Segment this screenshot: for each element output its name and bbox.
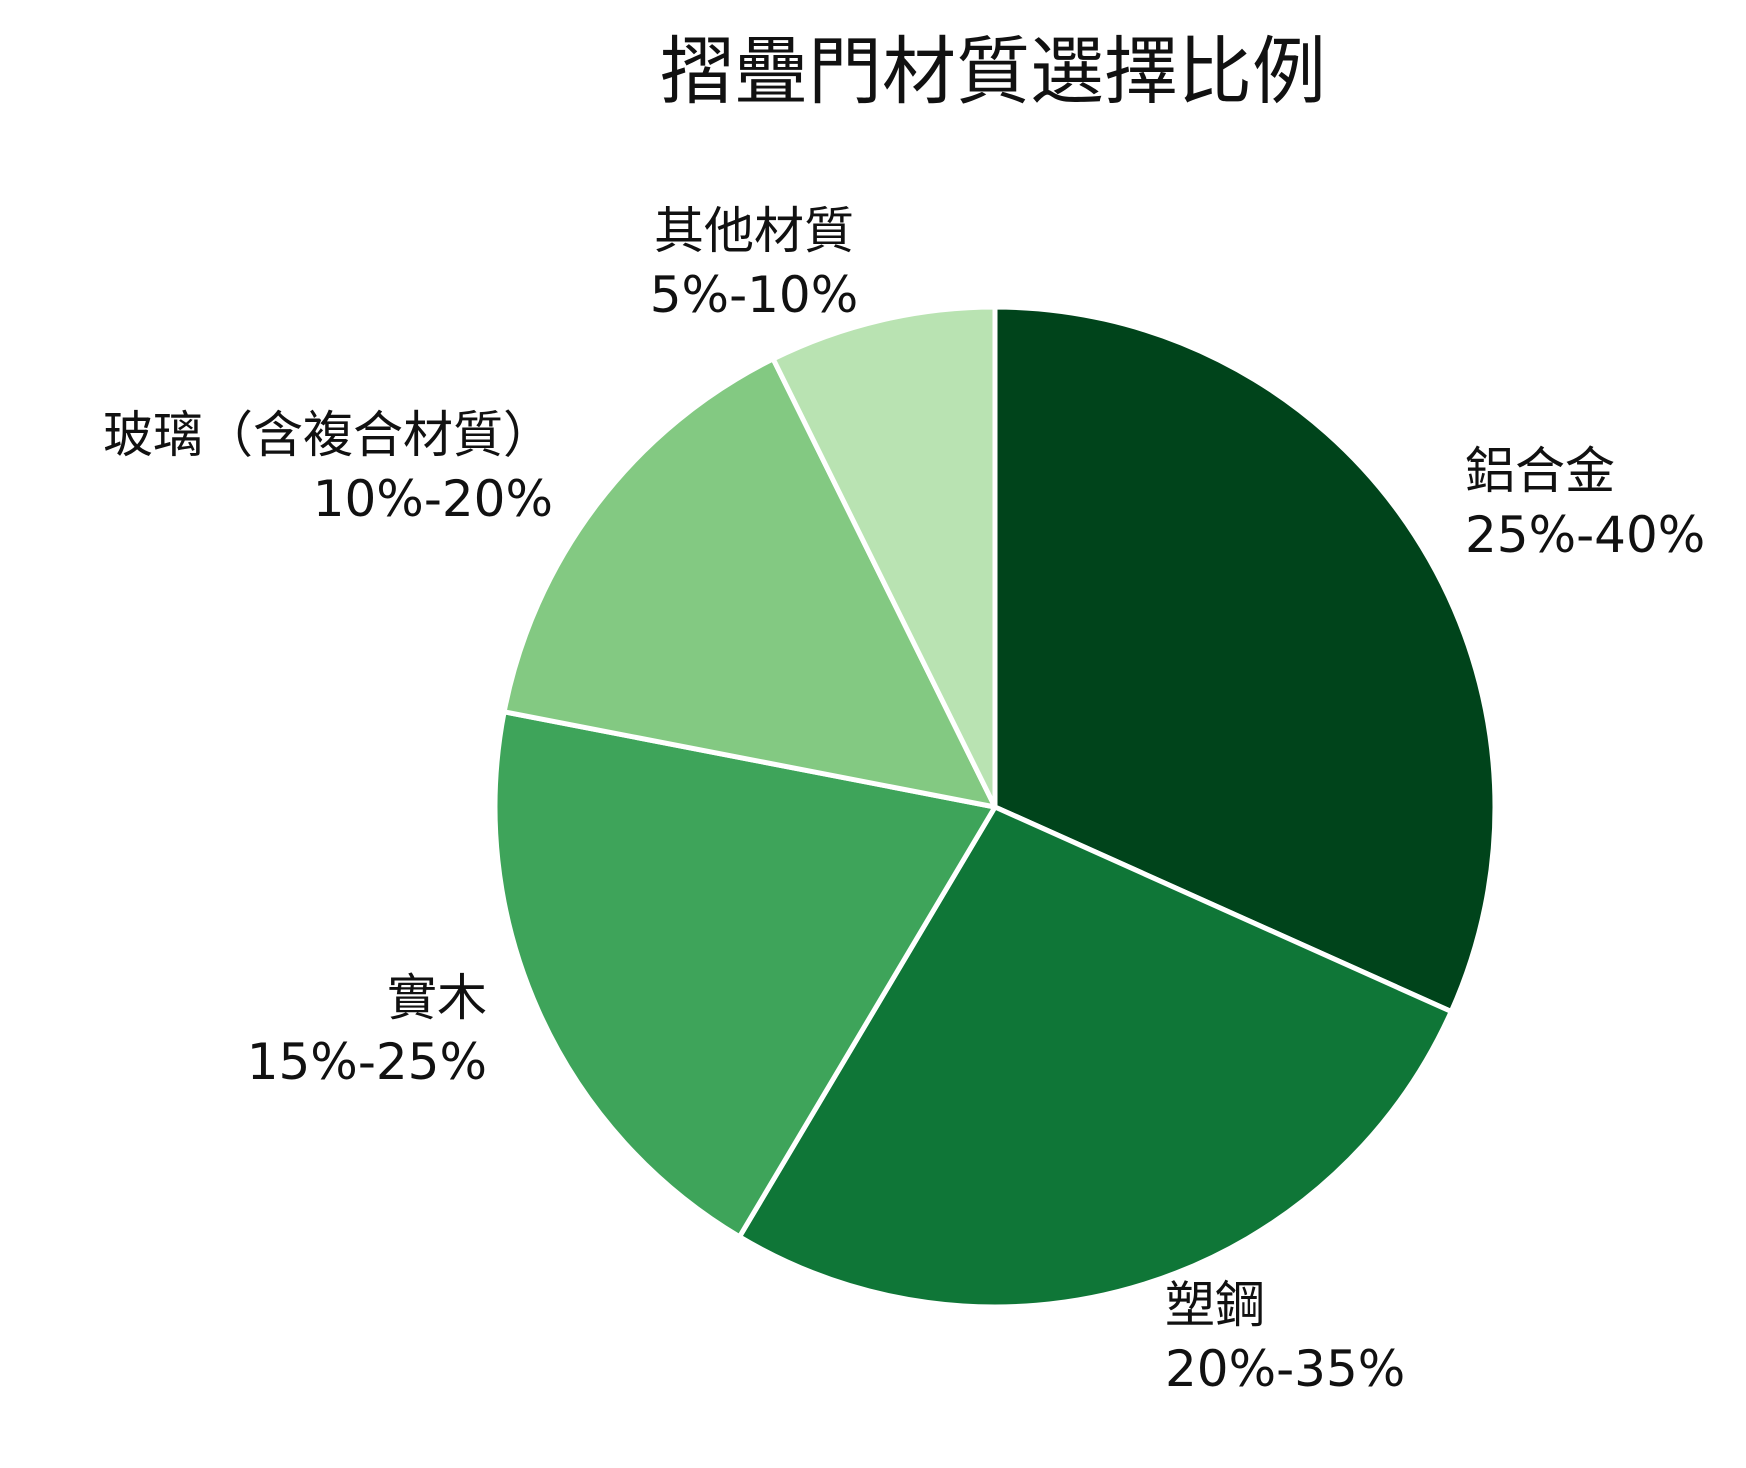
pie-slice [492,709,998,1240]
pie-labels: 鋁合金 25%-40% 塑鋼 20%-35% 實木 15%-25% 玻璃（含複合材質） 10%… [103,202,1705,1398]
slice-label-range: 20%-35% [1165,1340,1405,1398]
slice-label: 實木 15%-25% [247,969,487,1091]
pie-slice [736,804,1454,1310]
slice-label: 鋁合金 25%-40% [1465,442,1705,564]
chart-title: 摺疊門材質選擇比例 [660,29,1326,115]
slice-label-name: 玻璃（含複合材質） [103,406,553,464]
slice-label-range: 10%-20% [313,470,553,528]
slice-label: 玻璃（含複合材質） 10%-20% [103,406,553,528]
slice-label-name: 實木 [387,969,487,1027]
slice-label-range: 15%-25% [247,1033,487,1091]
slice-label-name: 其他材質 [654,202,854,260]
slice-label: 塑鋼 20%-35% [1165,1276,1405,1398]
slice-label-name: 塑鋼 [1165,1276,1265,1334]
pie-slices [492,304,1498,1310]
pie-slice [992,304,1498,1015]
slice-label-range: 5%-10% [650,266,859,324]
slice-label: 其他材質 5%-10% [650,202,859,324]
slice-label-range: 25%-40% [1465,506,1705,564]
pie-slice [770,304,998,810]
slice-label-name: 鋁合金 [1465,442,1615,500]
pie-slice [501,356,998,810]
